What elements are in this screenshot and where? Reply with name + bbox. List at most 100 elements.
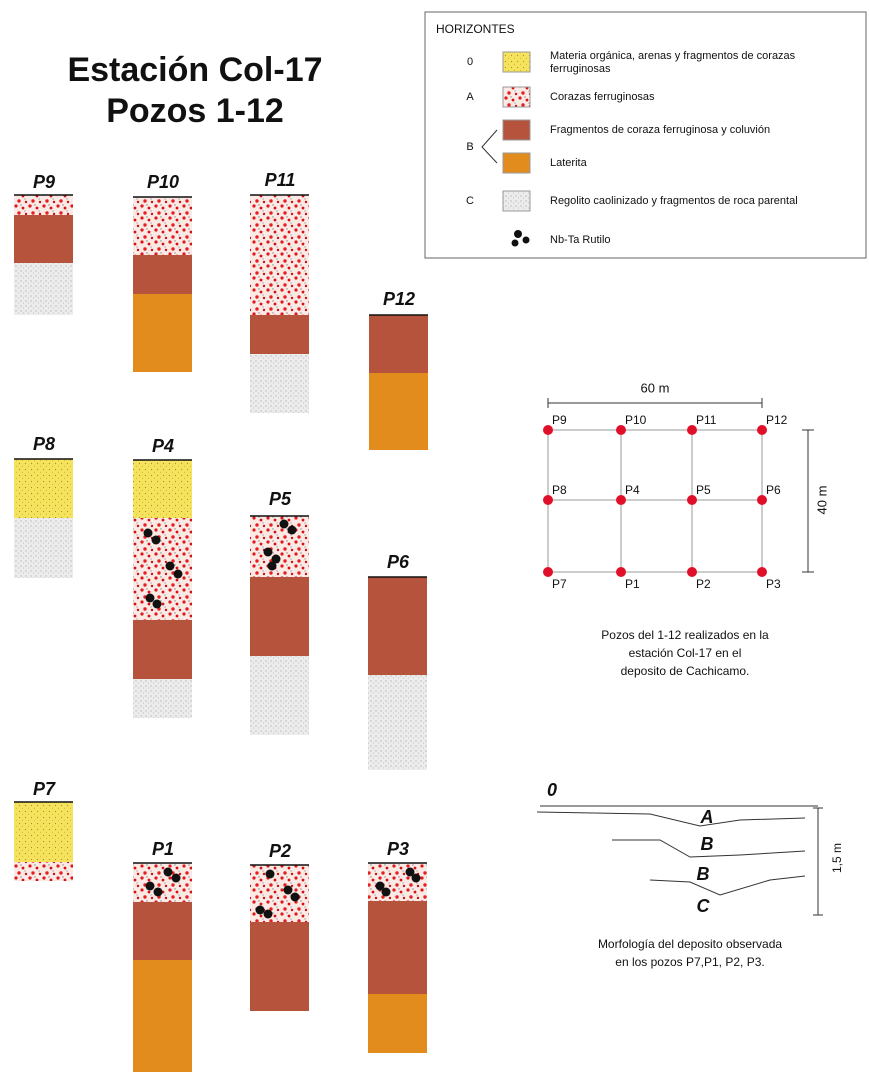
well-label: P12: [383, 289, 415, 309]
legend-swatch: [502, 190, 531, 212]
legend-code: A: [466, 91, 474, 103]
point-label: P3: [766, 577, 781, 591]
well-layer: [14, 195, 73, 215]
layer-label: B: [701, 834, 714, 854]
legend-text: Nb-Ta Rutilo: [550, 234, 611, 246]
well-label: P4: [152, 436, 174, 456]
rutile: [163, 867, 173, 877]
rutile: [265, 869, 275, 879]
well-layer: [133, 902, 192, 960]
dimension: 1,5 m: [830, 843, 844, 873]
well-label: P10: [147, 172, 179, 192]
well-label: P8: [33, 434, 55, 454]
rutile: [511, 239, 519, 247]
well-layer: [368, 901, 427, 994]
rutile: [263, 909, 273, 919]
well-layer: [14, 459, 73, 518]
legend-text: Laterita: [550, 157, 588, 169]
well-point: [687, 567, 697, 577]
legend-title: HORIZONTES: [436, 22, 515, 36]
rutile: [165, 561, 175, 571]
well-layer: [368, 675, 427, 770]
caption: Morfología del deposito observada: [598, 937, 782, 951]
rutile: [151, 535, 161, 545]
rutile: [522, 236, 530, 244]
well-point: [543, 495, 553, 505]
well-point: [543, 425, 553, 435]
well-layer: [250, 315, 309, 354]
legend-swatch: [502, 51, 531, 73]
well-layer: [250, 656, 309, 735]
legend-swatch: [502, 86, 531, 108]
legend-text: Corazas ferruginosas: [550, 91, 655, 103]
well-layer: [14, 802, 73, 862]
well-point: [757, 495, 767, 505]
caption: Pozos del 1-12 realizados en la: [601, 628, 769, 642]
well-label: P9: [33, 172, 55, 192]
well-point: [757, 425, 767, 435]
caption: en los pozos P7,P1, P2, P3.: [615, 955, 764, 969]
rutile: [145, 881, 155, 891]
well-layer: [250, 922, 309, 1011]
well-point: [687, 495, 697, 505]
rutile: [153, 887, 163, 897]
caption: estación Col-17 en el: [629, 646, 742, 660]
point-label: P2: [696, 577, 711, 591]
rutile: [405, 867, 415, 877]
well-layer: [133, 294, 192, 372]
well-label: P1: [152, 839, 174, 859]
dimension: 40 m: [814, 486, 829, 515]
well-layer: [133, 960, 192, 1072]
well-label: P3: [387, 839, 409, 859]
well-layer: [14, 862, 73, 881]
well-label: P6: [387, 552, 410, 572]
rutile: [514, 230, 522, 238]
well-layer: [368, 994, 427, 1053]
well-layer: [14, 263, 73, 315]
legend-box: [424, 11, 867, 259]
rutile: [143, 528, 153, 538]
well-layer: [250, 195, 309, 315]
point-label: P7: [552, 577, 567, 591]
rutile: [283, 885, 293, 895]
well-label: P5: [269, 489, 292, 509]
rutile: [152, 599, 162, 609]
legend-code: 0: [467, 56, 473, 68]
legend-code: C: [466, 195, 474, 207]
rutile: [375, 881, 385, 891]
rutile: [171, 873, 181, 883]
well-layer: [133, 460, 192, 518]
legend-code: B: [466, 141, 473, 153]
dimension: 60 m: [641, 380, 670, 395]
rutile: [381, 887, 391, 897]
well-label: P11: [265, 170, 296, 190]
rutile: [287, 525, 297, 535]
title: Estación Col-17: [67, 51, 322, 89]
well-layer: [133, 620, 192, 679]
legend-swatch: [502, 152, 531, 174]
point-label: P8: [552, 483, 567, 497]
rutile: [145, 593, 155, 603]
point-label: P9: [552, 413, 567, 427]
rutile: [267, 561, 277, 571]
well-layer: [133, 255, 192, 294]
well-layer: [14, 215, 73, 263]
well-layer: [133, 863, 192, 902]
grid-map: [547, 398, 814, 573]
well-label: P7: [33, 779, 56, 799]
legend-text: Regolito caolinizado y fragmentos de roc…: [550, 195, 798, 207]
caption: deposito de Cachicamo.: [621, 664, 750, 678]
well-layer: [369, 315, 428, 373]
well-point: [616, 567, 626, 577]
rutile: [290, 892, 300, 902]
well-layer: [250, 577, 309, 656]
rutile: [263, 547, 273, 557]
point-label: P10: [625, 413, 647, 427]
legend-text: ferruginosas: [550, 63, 611, 75]
layer-label: 0: [547, 780, 557, 800]
well-layer: [368, 577, 427, 675]
point-label: P4: [625, 483, 640, 497]
layer-label: B: [697, 864, 710, 884]
well-layer: [133, 518, 192, 620]
